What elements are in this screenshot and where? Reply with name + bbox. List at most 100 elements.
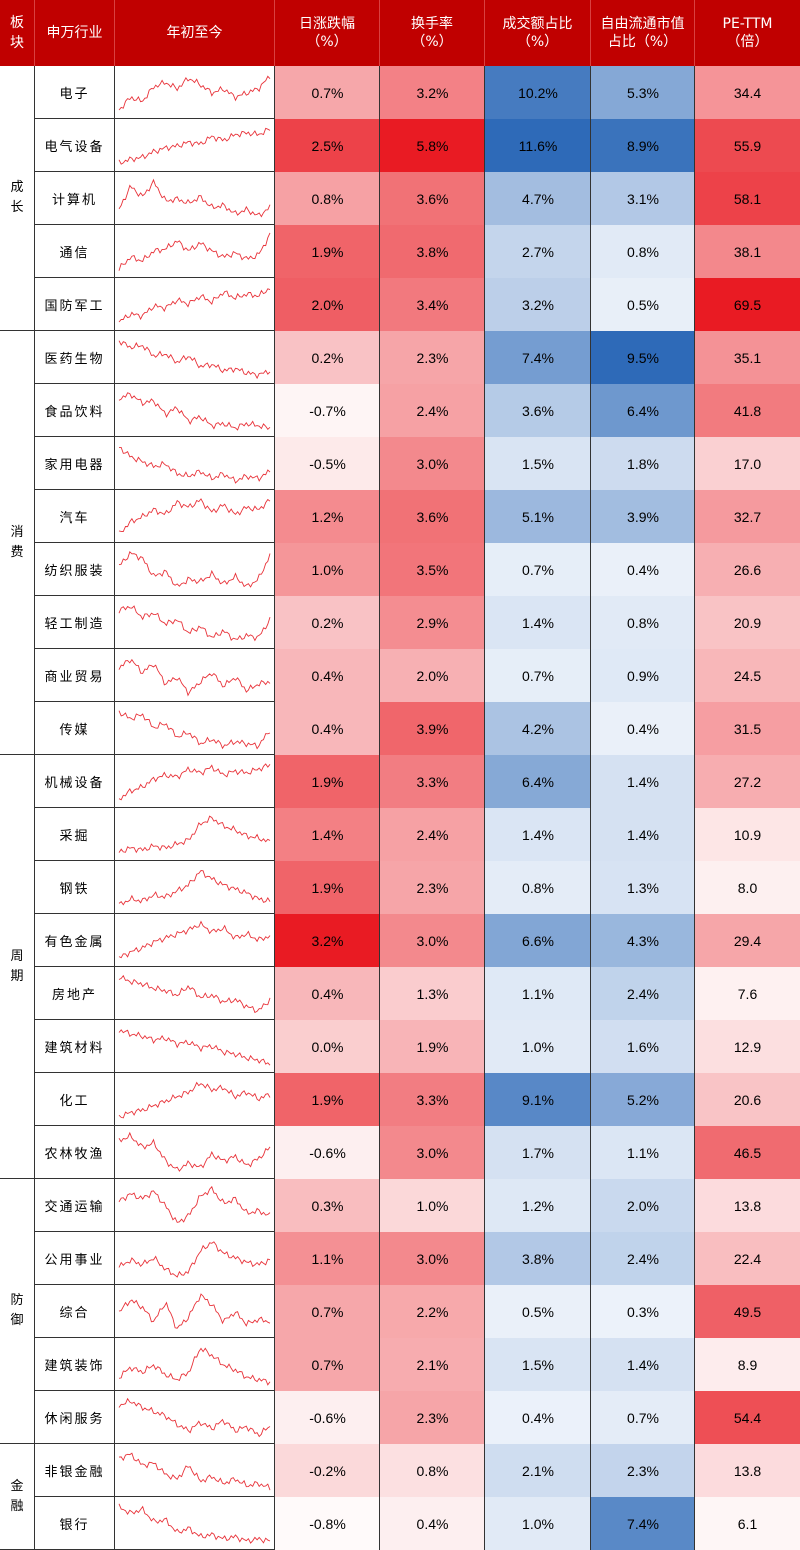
sparkline-line (118, 1452, 271, 1491)
header-sector: 板块 (0, 0, 35, 66)
ytd-sparkline (115, 1497, 275, 1550)
industry-name: 食品饮料 (35, 384, 115, 437)
daily-change-cell: 1.9% (275, 861, 380, 914)
pe-ttm-cell: 35.1 (695, 331, 800, 384)
sparkline-line (118, 605, 271, 642)
float-share-cell: 2.4% (591, 967, 695, 1020)
industry-name: 交通运输 (35, 1179, 115, 1232)
volume-share-cell: 4.7% (485, 172, 591, 225)
header-turnover: 换手率（%） (380, 0, 485, 66)
pe-ttm-cell: 54.4 (695, 1391, 800, 1444)
ytd-sparkline (115, 1020, 275, 1073)
pe-ttm-cell: 29.4 (695, 914, 800, 967)
sector-label: 金融 (10, 1478, 24, 1514)
turnover-cell: 3.3% (380, 1073, 485, 1126)
industry-name: 非银金融 (35, 1444, 115, 1497)
sparkline-line (118, 1185, 271, 1223)
volume-share-cell: 1.0% (485, 1020, 591, 1073)
ytd-sparkline (115, 66, 275, 119)
column-divider (274, 66, 275, 1550)
sparkline-svg (118, 1347, 271, 1386)
turnover-cell: 2.3% (380, 861, 485, 914)
sparkline-svg (118, 498, 271, 532)
industry-name: 农林牧渔 (35, 1126, 115, 1179)
sparkline-svg (118, 178, 271, 218)
header-ytd: 年初至今 (115, 0, 275, 66)
turnover-cell: 2.3% (380, 331, 485, 384)
pe-ttm-cell: 10.9 (695, 808, 800, 861)
sector-label: 消费 (10, 524, 24, 560)
pe-ttm-cell: 46.5 (695, 1126, 800, 1179)
industry-name: 综合 (35, 1285, 115, 1338)
daily-change-cell: 0.7% (275, 66, 380, 119)
float-share-cell: 0.3% (591, 1285, 695, 1338)
sparkline-line (118, 1397, 271, 1438)
header-ytd-label: 年初至今 (166, 25, 223, 41)
volume-share-cell: 0.8% (485, 861, 591, 914)
daily-change-cell: 1.9% (275, 225, 380, 278)
sparkline-svg (118, 815, 271, 854)
sparkline-line (118, 498, 271, 532)
float-share-cell: 0.8% (591, 596, 695, 649)
turnover-cell: 3.0% (380, 437, 485, 490)
industry-name: 有色金属 (35, 914, 115, 967)
float-share-cell: 1.6% (591, 1020, 695, 1073)
pe-ttm-cell: 55.9 (695, 119, 800, 172)
float-share-cell: 1.3% (591, 861, 695, 914)
pe-ttm-cell: 22.4 (695, 1232, 800, 1285)
pe-ttm-cell: 20.6 (695, 1073, 800, 1126)
industry-name: 通信 (35, 225, 115, 278)
ytd-sparkline (115, 702, 275, 755)
float-share-cell: 8.9% (591, 119, 695, 172)
industry-name: 国防军工 (35, 278, 115, 331)
ytd-sparkline (115, 490, 275, 543)
sparkline-svg (118, 392, 271, 431)
sector-label: 防御 (10, 1293, 24, 1328)
ytd-sparkline (115, 543, 275, 596)
ytd-sparkline (115, 1338, 275, 1391)
daily-change-cell: 0.4% (275, 649, 380, 702)
float-share-cell: 6.4% (591, 384, 695, 437)
ytd-sparkline (115, 1232, 275, 1285)
volume-share-cell: 1.2% (485, 1179, 591, 1232)
volume-share-cell: 0.4% (485, 1391, 591, 1444)
turnover-cell: 3.9% (380, 702, 485, 755)
industry-name: 建筑装饰 (35, 1338, 115, 1391)
ytd-sparkline (115, 119, 275, 172)
header-pe: PE-TTM（倍） (695, 0, 800, 66)
volume-share-cell: 1.4% (485, 596, 591, 649)
header-float-share: 自由流通市值占比（%） (591, 0, 695, 66)
turnover-cell: 2.4% (380, 384, 485, 437)
sparkline-line (118, 763, 271, 801)
ytd-sparkline (115, 861, 275, 914)
float-share-cell: 0.5% (591, 278, 695, 331)
volume-share-cell: 0.7% (485, 543, 591, 596)
volume-share-cell: 1.0% (485, 1497, 591, 1550)
sparkline-svg (118, 658, 271, 697)
float-share-cell: 0.8% (591, 225, 695, 278)
sparkline-svg (118, 1503, 271, 1544)
volume-share-cell: 9.1% (485, 1073, 591, 1126)
pe-ttm-cell: 38.1 (695, 225, 800, 278)
daily-change-cell: 0.2% (275, 596, 380, 649)
ytd-sparkline (115, 967, 275, 1020)
header-industry: 申万行业 (35, 0, 115, 66)
pe-ttm-cell: 24.5 (695, 649, 800, 702)
volume-share-cell: 7.4% (485, 331, 591, 384)
sparkline-line (118, 815, 271, 854)
daily-change-cell: 1.0% (275, 543, 380, 596)
volume-share-cell: 10.2% (485, 66, 591, 119)
sparkline-line (118, 1241, 271, 1278)
ytd-sparkline (115, 649, 275, 702)
turnover-cell: 3.6% (380, 490, 485, 543)
pe-ttm-cell: 32.7 (695, 490, 800, 543)
pe-ttm-cell: 13.8 (695, 1444, 800, 1497)
volume-share-cell: 0.7% (485, 649, 591, 702)
daily-change-cell: 0.7% (275, 1338, 380, 1391)
daily-change-cell: 0.8% (275, 172, 380, 225)
sparkline-line (118, 178, 271, 218)
turnover-cell: 3.4% (380, 278, 485, 331)
pe-ttm-cell: 31.5 (695, 702, 800, 755)
ytd-sparkline (115, 1285, 275, 1338)
turnover-cell: 3.6% (380, 172, 485, 225)
